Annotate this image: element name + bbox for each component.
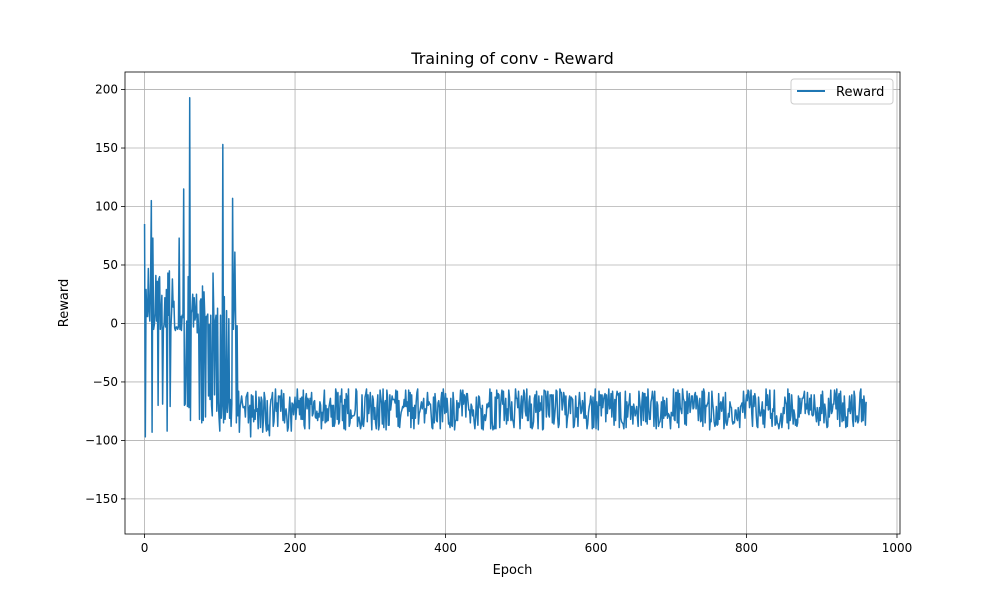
y-tick-label: 200 — [95, 83, 118, 97]
x-tick-label: 400 — [434, 541, 457, 555]
legend: Reward — [790, 78, 894, 105]
x-tick-label: 0 — [141, 541, 149, 555]
y-tick-label: 100 — [95, 200, 118, 214]
grid-lines — [125, 72, 900, 534]
plot-frame — [124, 71, 901, 535]
x-axis-label: Epoch — [493, 563, 533, 578]
y-tick-label: 150 — [95, 141, 118, 155]
reward-series-line — [143, 96, 867, 438]
x-axis-ticks: 0 200 400 600 800 1000 — [141, 534, 913, 555]
x-tick-label: 200 — [284, 541, 307, 555]
y-axis-label: Reward — [57, 279, 72, 327]
y-tick-label: 0 — [110, 316, 118, 330]
x-tick-label: 600 — [585, 541, 608, 555]
y-axis-ticks: −150 −100 −50 0 50 100 150 200 — [85, 83, 125, 506]
legend-entry-reward: Reward — [836, 85, 884, 100]
chart-title: Training of conv - Reward — [410, 49, 613, 68]
x-tick-label: 800 — [735, 541, 758, 555]
y-tick-label: −50 — [93, 375, 118, 389]
x-tick-label: 1000 — [882, 541, 913, 555]
y-tick-label: −100 — [85, 433, 118, 447]
legend-box — [790, 78, 894, 105]
y-tick-label: −150 — [85, 492, 118, 506]
y-tick-label: 50 — [103, 258, 118, 272]
